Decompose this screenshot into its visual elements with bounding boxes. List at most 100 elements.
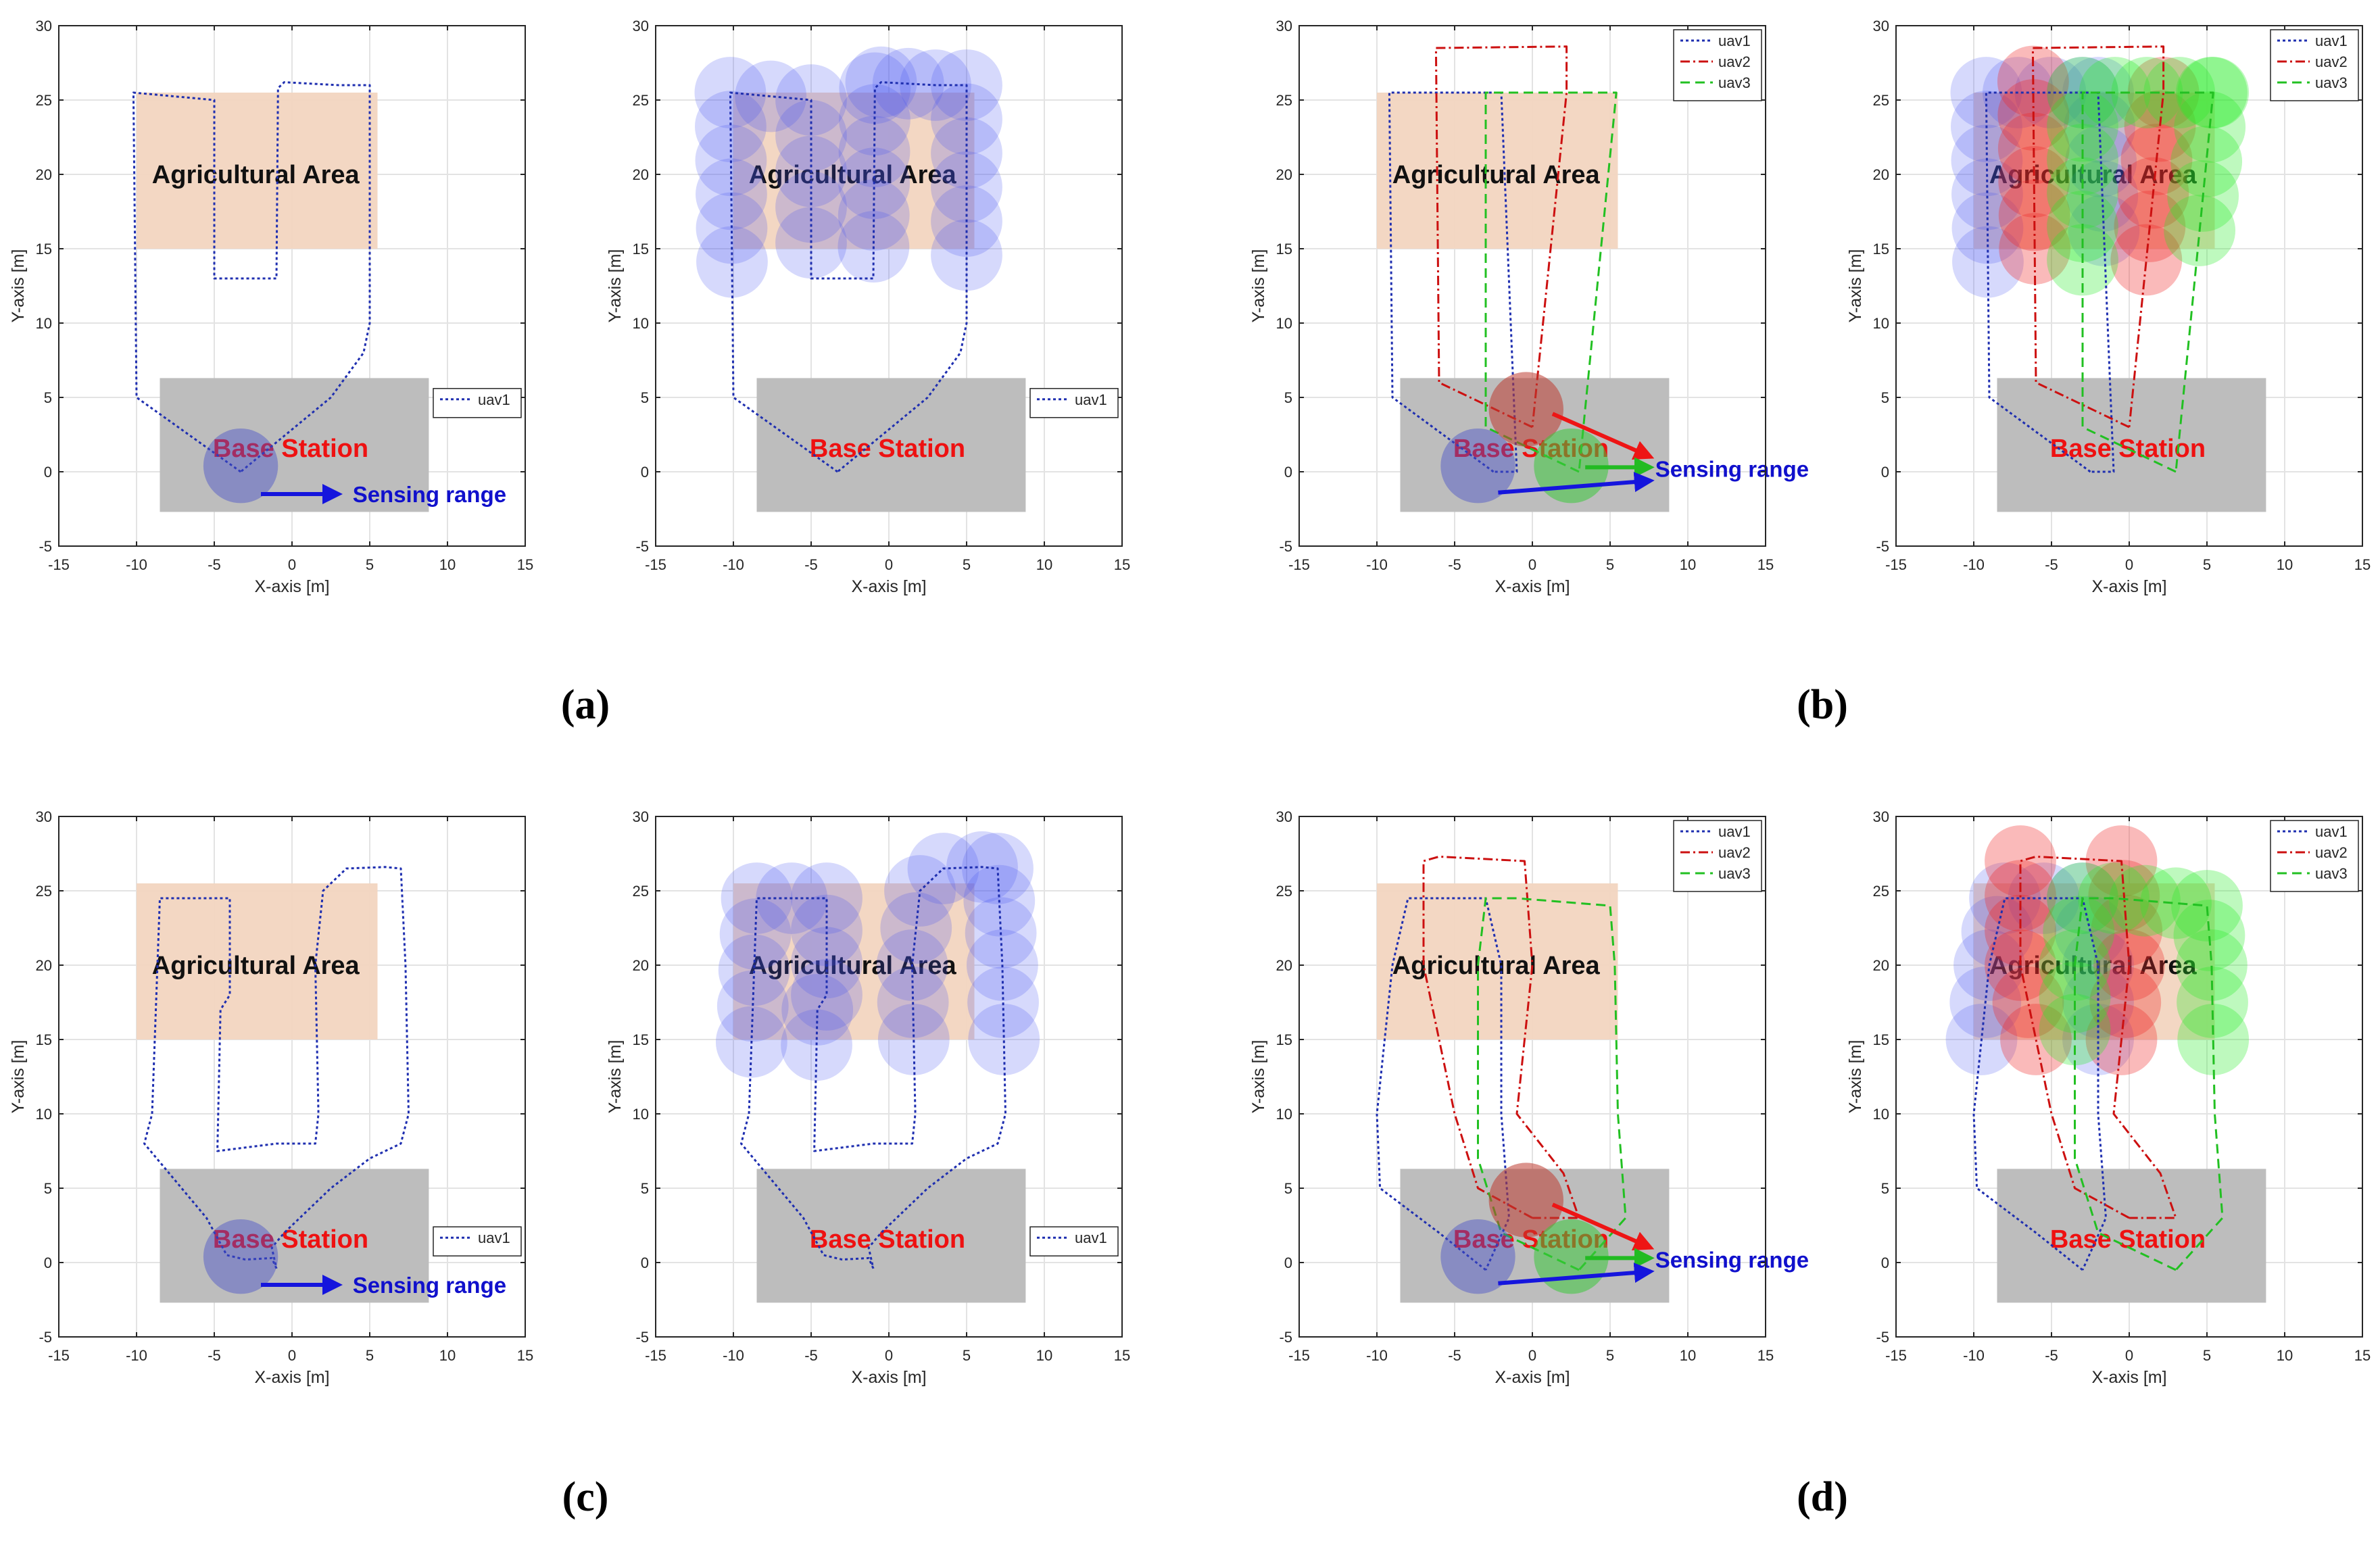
- sensing-circle-uav3: [2078, 862, 2150, 934]
- x-tick-label: -10: [126, 1347, 147, 1364]
- sensing-circle-uav3: [2039, 994, 2111, 1066]
- x-tick-label: 5: [963, 556, 971, 573]
- base-station-area: [756, 1169, 1026, 1303]
- sensing-circle-uav1: [717, 970, 789, 1042]
- y-tick-label: 20: [36, 166, 52, 183]
- sensing-circle-uav2: [1985, 825, 2056, 897]
- sensing-circle-uav3: [2173, 900, 2245, 971]
- sensing-arrow-uav1: [1498, 1263, 1655, 1286]
- x-tick-label: -5: [1448, 1347, 1461, 1364]
- y-tick-label: 20: [1873, 166, 1889, 183]
- y-tick-label: 20: [1276, 166, 1292, 183]
- x-axis-label: X-axis [m]: [1495, 1368, 1570, 1387]
- sensing-range-label: Sensing range: [353, 482, 506, 507]
- y-tick-label: 0: [1881, 464, 1889, 481]
- sensing-circle-uav1: [839, 52, 911, 124]
- x-tick-label: -15: [645, 556, 666, 573]
- y-tick-label: 0: [44, 1254, 52, 1271]
- legend-label-uav2: uav2: [1718, 844, 1751, 861]
- sensing-arrow-uav2: [1551, 1202, 1655, 1251]
- y-tick-label: 0: [1284, 464, 1292, 481]
- x-tick-label: -5: [1448, 556, 1461, 573]
- legend-box: [433, 388, 522, 418]
- sensing-circle-uav2: [1999, 213, 2071, 285]
- legend-label-uav3: uav3: [1718, 865, 1751, 882]
- sensing-marker-uav1: [1440, 1219, 1515, 1294]
- x-tick-label: 5: [366, 556, 374, 573]
- sensing-circle-uav2: [2124, 90, 2196, 162]
- x-axis-label: X-axis [m]: [2091, 577, 2166, 596]
- y-tick-label: 0: [641, 1254, 649, 1271]
- y-tick-label: 0: [641, 464, 649, 481]
- sensing-arrow-uav1: [1498, 472, 1655, 495]
- agricultural-area: [1974, 93, 2215, 249]
- base-station-area: [160, 1169, 429, 1303]
- y-tick-label: -5: [1279, 1329, 1292, 1346]
- x-tick-label: 5: [1606, 556, 1614, 573]
- legend-label-uav3: uav3: [1718, 74, 1751, 91]
- agricultural-area: [137, 883, 378, 1039]
- y-tick-label: 20: [633, 957, 649, 974]
- sensing-circle-uav1: [968, 1004, 1040, 1075]
- legend-label-uav1: uav1: [478, 391, 510, 408]
- y-tick-label: 15: [633, 241, 649, 258]
- y-tick-label: 5: [641, 389, 649, 406]
- sensing-circle-uav1: [696, 226, 768, 298]
- x-tick-label: 15: [517, 556, 533, 573]
- x-tick-label: -5: [2045, 556, 2058, 573]
- trajectory-uav3: [1477, 897, 1627, 1271]
- sensing-circle-uav1: [931, 117, 1002, 189]
- sensing-circle-uav1: [2062, 1004, 2134, 1075]
- y-tick-label: 30: [1873, 808, 1889, 825]
- sensing-circle-uav1: [2054, 896, 2127, 968]
- y-axis-label: Y-axis [m]: [1249, 1040, 1268, 1114]
- legend-label-uav1: uav1: [2315, 32, 2348, 49]
- y-tick-label: 5: [641, 1180, 649, 1197]
- x-tick-label: 0: [2125, 1347, 2133, 1364]
- x-tick-label: 0: [2125, 556, 2133, 573]
- x-tick-label: -15: [1288, 1347, 1310, 1364]
- plot-2: Agricultural Area Base Station -15 -10 -5 0 5 1…: [606, 18, 1130, 596]
- x-axis-label: X-axis [m]: [2091, 1368, 2166, 1387]
- base-station-label: Base Station: [2050, 1225, 2206, 1254]
- sensing-circle-uav1: [877, 1004, 950, 1075]
- agricultural-area-label: Agricultural Area: [749, 952, 957, 980]
- sensing-circle-uav1: [781, 974, 854, 1046]
- sensing-circle-uav3: [2109, 864, 2181, 937]
- y-tick-label: 20: [633, 166, 649, 183]
- x-tick-label: -10: [723, 1347, 744, 1364]
- sensing-circle-uav1: [775, 99, 847, 172]
- sensing-circle-uav2: [2093, 929, 2165, 1001]
- y-tick-label: 20: [36, 957, 52, 974]
- y-tick-label: 15: [1276, 1031, 1292, 1048]
- base-station-label: Base Station: [810, 1225, 965, 1254]
- x-tick-label: 10: [1680, 556, 1696, 573]
- y-tick-label: 10: [36, 1106, 52, 1123]
- x-tick-label: 15: [1757, 556, 1774, 573]
- x-tick-label: 10: [1680, 1347, 1696, 1364]
- agricultural-area: [137, 93, 378, 249]
- x-tick-label: -10: [723, 556, 744, 573]
- y-tick-label: 15: [1873, 241, 1889, 258]
- y-tick-label: -5: [39, 1329, 52, 1346]
- sensing-circle-uav1: [696, 192, 768, 264]
- agricultural-area: [733, 93, 975, 249]
- y-tick-label: -5: [39, 538, 52, 555]
- agricultural-area: [1974, 883, 2215, 1039]
- y-tick-label: 10: [1873, 315, 1889, 332]
- x-tick-label: 15: [2354, 1347, 2371, 1364]
- y-tick-label: 25: [36, 92, 52, 109]
- plot-1: Agricultural Area Base Station Sensing ran…: [9, 18, 533, 596]
- trajectory-uav3: [1484, 91, 1618, 473]
- sensing-circle-uav1: [2068, 195, 2140, 266]
- x-tick-label: -10: [1963, 1347, 1985, 1364]
- trajectory-uav3: [2074, 897, 2224, 1271]
- legend-label-uav2: uav2: [2315, 53, 2348, 70]
- panel-label-a: (a): [560, 682, 610, 728]
- panel-label-c: (c): [562, 1474, 609, 1520]
- sensing-circle-uav1: [775, 171, 847, 243]
- x-tick-label: 15: [1114, 556, 1130, 573]
- y-tick-label: 30: [633, 808, 649, 825]
